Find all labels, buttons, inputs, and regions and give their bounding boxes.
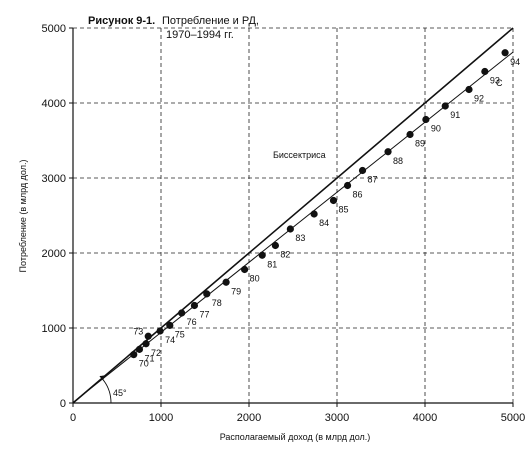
tick-labels: 0 1000 2000 3000 4000 5000 0 1000 2000 3000 4000 50… (42, 23, 526, 424)
data-point (190, 301, 199, 310)
data-point (130, 351, 138, 359)
data-point (501, 49, 509, 57)
axes (69, 27, 514, 407)
data-point-label: 91 (450, 110, 460, 120)
data-point-label: 86 (353, 190, 363, 200)
y-tick-label: 5000 (42, 23, 66, 35)
data-point-label: 89 (415, 139, 425, 149)
data-point (465, 85, 473, 94)
y-tick-label: 0 (60, 398, 66, 410)
data-point-label: 75 (175, 329, 185, 339)
data-point (329, 196, 338, 205)
data-point-label: 70 (139, 359, 149, 369)
x-tick-label: 1000 (149, 412, 173, 424)
data-point (406, 130, 414, 139)
data-point-label: 71 (144, 353, 154, 363)
data-point (358, 166, 367, 175)
data-point-label: 88 (393, 156, 403, 166)
data-point (384, 148, 392, 156)
data-point (144, 332, 152, 340)
data-point (241, 265, 249, 274)
regression-label: C (496, 78, 503, 88)
data-point (156, 327, 164, 335)
data-point (135, 345, 144, 353)
data-point (286, 225, 294, 233)
data-point (422, 115, 430, 124)
data-point (271, 241, 279, 250)
data-point-label: 83 (295, 233, 305, 243)
data-point-label: 94 (510, 57, 520, 67)
data-point-label: 93 (490, 76, 500, 86)
data-point-label: 85 (338, 205, 348, 215)
x-tick-label: 0 (70, 412, 76, 424)
angle-arrow-icon (99, 375, 106, 381)
y-tick-label: 1000 (42, 323, 66, 335)
data-point (166, 321, 174, 329)
chart-title-line2: 1970–1994 гг. (166, 29, 234, 41)
data-point-label: 78 (212, 298, 222, 308)
bisector-label: Биссектриса (273, 150, 326, 160)
data-point-label: 84 (319, 218, 329, 228)
data-point-label: 73 (133, 326, 143, 336)
data-point-label: 90 (431, 124, 441, 134)
data-point (222, 278, 230, 286)
data-point-label: 87 (368, 175, 378, 185)
data-point-label: 80 (250, 274, 260, 284)
x-axis-title: Располагаемый доход (в млрд дол.) (220, 432, 371, 442)
data-point (441, 102, 449, 110)
data-point-label: 72 (151, 348, 161, 358)
data-point-label: 77 (199, 310, 209, 320)
data-point-label: 82 (280, 250, 290, 260)
data-point-label: 81 (267, 259, 277, 269)
data-point-label: 92 (474, 94, 484, 104)
chart-title-line1: Потребление и РД, (162, 15, 259, 27)
data-point (310, 210, 318, 218)
data-point (481, 67, 489, 76)
data-point (343, 181, 352, 190)
data-point (142, 340, 150, 348)
data-point-label: 76 (187, 317, 197, 327)
x-tick-label: 2000 (237, 412, 261, 424)
y-tick-label: 3000 (42, 173, 66, 185)
chart-title-prefix: Рисунок 9-1. (88, 15, 155, 27)
y-tick-label: 4000 (42, 98, 66, 110)
data-point (203, 290, 211, 298)
data-point-label: 74 (165, 335, 175, 345)
y-axis-title: Потребление (в млрд дол.) (18, 160, 28, 273)
data-point (178, 309, 186, 317)
x-tick-label: 3000 (325, 412, 349, 424)
y-tick-label: 2000 (42, 248, 66, 260)
data-point-label: 79 (231, 286, 241, 296)
grid (73, 27, 514, 403)
x-tick-label: 4000 (413, 412, 437, 424)
data-point (258, 251, 266, 259)
angle-label: 45° (113, 388, 127, 398)
x-tick-label: 5000 (501, 412, 525, 424)
